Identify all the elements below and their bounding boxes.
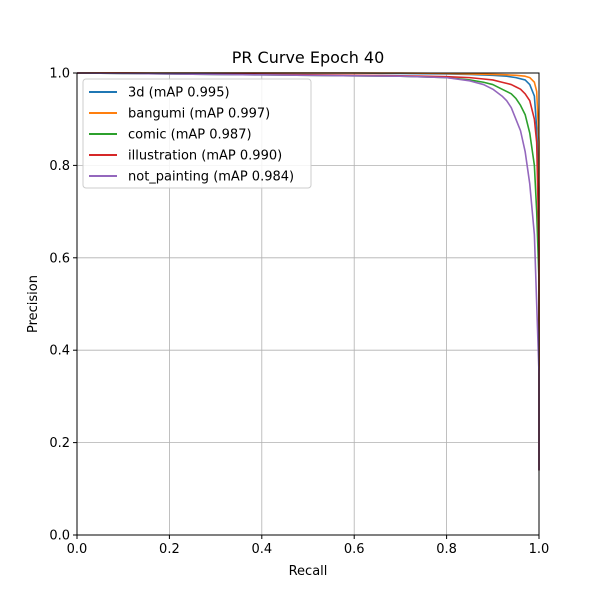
y-tick-label: 1.0: [49, 67, 70, 82]
x-tick-label: 1.0: [529, 542, 550, 557]
x-axis-label: Recall: [289, 564, 328, 579]
x-tick-label: 0.6: [344, 542, 365, 557]
y-tick-label: 0.4: [49, 344, 70, 359]
legend-entry-3: illustration (mAP 0.990): [128, 149, 282, 164]
y-axis-label: Precision: [26, 275, 41, 333]
y-tick-label: 0.8: [49, 159, 70, 174]
x-tick-label: 0.8: [436, 542, 457, 557]
legend-entry-2: comic (mAP 0.987): [128, 128, 252, 143]
ticks: 0.0 0.2 0.4 0.6 0.8 1.0 0.0 0.2 0.4 0.6 0.8 1.0: [49, 67, 549, 558]
legend-box: [82, 78, 312, 189]
chart-title: PR Curve Epoch 40: [232, 48, 385, 67]
y-tick-label: 0.0: [49, 529, 70, 544]
legend-entry-1: bangumi (mAP 0.997): [128, 107, 270, 122]
legend-entry-0: 3d (mAP 0.995): [128, 86, 230, 101]
x-tick-label: 0.4: [251, 542, 272, 557]
x-tick-label: 0.0: [67, 542, 88, 557]
plot-frame: [76, 72, 540, 536]
y-tick-label: 0.2: [49, 436, 70, 451]
legend-entry-4: not_painting (mAP 0.984): [128, 170, 294, 185]
x-tick-label: 0.2: [159, 542, 180, 557]
y-tick-label: 0.6: [49, 251, 70, 266]
legend: 3d (mAP 0.995) bangumi (mAP 0.997) comic (…: [82, 78, 312, 189]
series-line-4: [76, 72, 540, 471]
